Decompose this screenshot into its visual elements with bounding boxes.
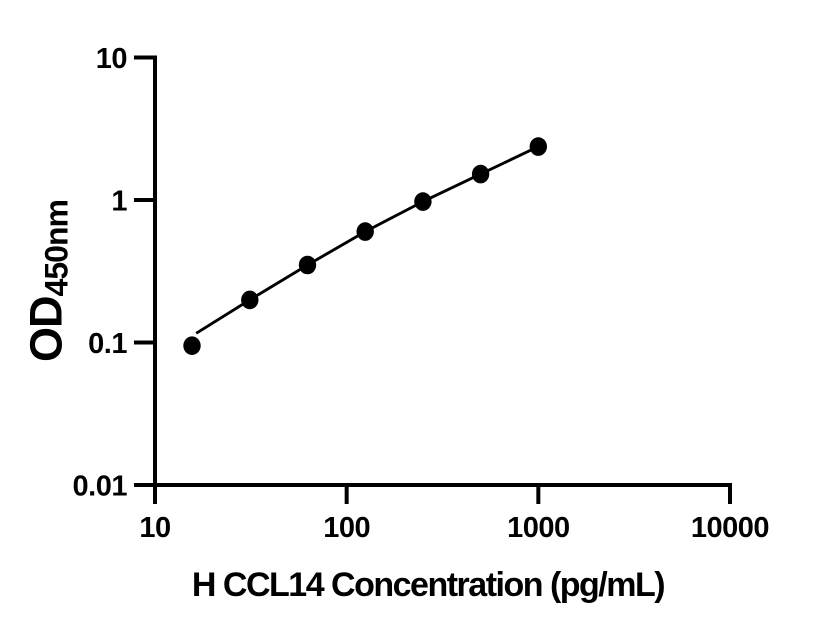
y-axis-title: OD450nm <box>20 200 75 362</box>
y-tick-label: 1 <box>111 186 127 218</box>
x-tick-label: 10000 <box>691 512 769 544</box>
y-axis-title-subscript: 450nm <box>38 200 75 297</box>
y-tick-label: 0.01 <box>73 471 128 503</box>
x-tick-label: 1000 <box>507 512 570 544</box>
y-axis-title-main: OD <box>20 296 72 362</box>
x-axis-title: H CCL14 Concentration (pg/mL) <box>191 566 666 604</box>
data-point-marker <box>241 290 259 310</box>
y-tick-label: 10 <box>96 43 127 75</box>
x-tick-label: 10 <box>139 512 170 544</box>
data-point-marker <box>471 164 490 184</box>
data-point-marker <box>183 336 201 356</box>
x-tick-label: 100 <box>323 512 370 544</box>
data-point-marker <box>529 137 547 156</box>
data-point-marker <box>414 192 432 211</box>
y-tick-label: 0.1 <box>88 328 127 360</box>
data-point-marker <box>356 222 374 241</box>
data-point-marker <box>298 255 317 275</box>
